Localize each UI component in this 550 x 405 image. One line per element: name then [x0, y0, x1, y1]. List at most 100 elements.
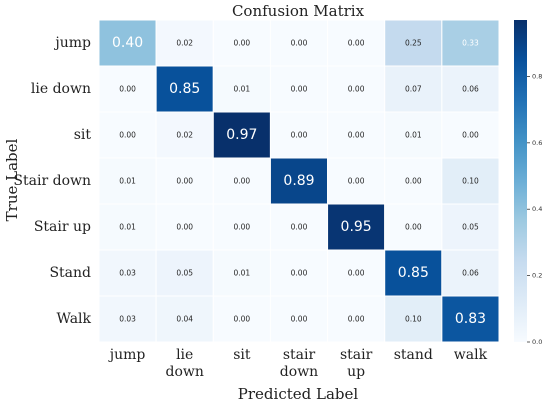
cell-value-label: 0.40 — [112, 35, 143, 51]
heatmap-cell — [327, 295, 386, 343]
cell-value-label: 0.01 — [405, 131, 422, 140]
cell-value-label: 0.00 — [348, 39, 365, 48]
cell-value-label: 0.02 — [176, 39, 193, 48]
cell-value-label: 0.00 — [234, 223, 251, 232]
cell-value-label: 0.10 — [462, 177, 479, 186]
heatmap-cell — [98, 295, 157, 343]
heatmap-cell — [269, 295, 329, 343]
cell-value-label: 0.00 — [348, 131, 365, 140]
heatmap-cell — [384, 65, 443, 113]
x-tick-label: stair down — [280, 347, 318, 380]
cell-value-label: 0.00 — [176, 177, 193, 186]
heatmap-cell — [212, 249, 271, 297]
y-tick-labels: jump lie down sit Stair down Stair up Stand Wa… — [13, 35, 91, 327]
heatmap-cell — [384, 19, 443, 67]
heatmap-cell — [441, 65, 500, 113]
cell-value-label: 0.00 — [291, 315, 308, 324]
y-tick-label: Walk — [57, 311, 92, 327]
y-tick-label: Stand — [49, 265, 91, 281]
y-axis-label: True Label — [3, 138, 21, 221]
y-tick-label: lie down — [31, 81, 91, 97]
x-tick-label: sit — [233, 347, 251, 363]
y-tick-label: jump — [53, 35, 91, 51]
heatmap-cell — [155, 65, 214, 113]
cell-value-label: 0.00 — [119, 85, 136, 94]
heatmap-cell — [212, 157, 271, 205]
cell-value-label: 0.01 — [119, 177, 136, 186]
heatmap-cell — [212, 203, 271, 251]
cell-value-label: 0.00 — [291, 39, 308, 48]
cell-value-label: 0.06 — [462, 269, 479, 278]
x-tick-label: lie down — [166, 347, 204, 380]
cell-value-label: 0.00 — [119, 131, 136, 140]
heatmap-cell — [384, 157, 443, 205]
y-tick-label: Stair up — [34, 219, 91, 235]
x-tick-label: jump — [108, 347, 146, 363]
cell-value-label: 0.05 — [176, 269, 193, 278]
colorbar-tick-label: 0.0 — [532, 338, 542, 346]
heatmap-cell — [98, 203, 157, 251]
colorbar — [514, 20, 527, 342]
heatmap-cell — [98, 111, 157, 159]
cell-value-label: 0.00 — [234, 315, 251, 324]
colorbar-tick-label: 0.4 — [532, 205, 542, 213]
x-tick-labels: jump lie down sit stair down stair up stand walk — [108, 347, 488, 380]
cell-value-label: 0.85 — [398, 265, 429, 281]
cell-value-label: 0.00 — [348, 85, 365, 94]
heatmap-cell — [441, 203, 500, 251]
heatmap-cell — [327, 19, 386, 67]
cell-value-label: 0.00 — [348, 177, 365, 186]
colorbar-tick-label: 0.6 — [532, 139, 542, 147]
heatmap-cell — [441, 19, 500, 67]
cell-value-label: 0.83 — [455, 311, 486, 327]
cell-value-label: 0.03 — [119, 315, 136, 324]
cell-value-label: 0.01 — [234, 85, 251, 94]
cell-value-label: 0.07 — [405, 85, 422, 94]
heatmap-cell — [269, 203, 329, 251]
cell-value-label: 0.00 — [234, 39, 251, 48]
heatmap-cell — [327, 203, 386, 251]
cell-value-label: 0.97 — [226, 127, 257, 143]
heatmap-cell — [155, 249, 214, 297]
heatmap-cell — [441, 157, 500, 205]
heatmap-cell — [98, 157, 157, 205]
cell-value-label: 0.00 — [234, 177, 251, 186]
heatmap-cell — [155, 295, 214, 343]
heatmap-cell — [441, 295, 500, 343]
cell-value-label: 0.00 — [348, 269, 365, 278]
cell-value-label: 0.10 — [405, 315, 422, 324]
cell-value-label: 0.01 — [119, 223, 136, 232]
cell-value-label: 0.00 — [291, 223, 308, 232]
cell-value-label: 0.03 — [119, 269, 136, 278]
cell-value-label: 0.02 — [176, 131, 193, 140]
cell-value-label: 0.25 — [405, 39, 422, 48]
y-tick-label: Stair down — [13, 173, 91, 189]
cell-value-label: 0.85 — [169, 81, 200, 97]
cell-value-label: 0.00 — [291, 131, 308, 140]
cell-value-label: 0.00 — [176, 223, 193, 232]
cell-value-label: 0.89 — [283, 173, 314, 189]
heatmap-cell — [384, 295, 443, 343]
cell-value-label: 0.95 — [341, 219, 372, 235]
cell-value-label: 0.05 — [462, 223, 479, 232]
heatmap-cell — [441, 111, 500, 159]
heatmap-cell — [269, 249, 329, 297]
heatmap-cell — [327, 111, 386, 159]
heatmap-cell — [441, 249, 500, 297]
x-axis-label: Predicted Label — [238, 385, 359, 403]
cell-value-label: 0.00 — [291, 85, 308, 94]
heatmap-cell — [384, 249, 443, 297]
x-tick-label: walk — [454, 347, 488, 363]
cell-value-label: 0.00 — [405, 223, 422, 232]
heatmap-cell — [269, 157, 329, 205]
cell-value-label: 0.00 — [405, 177, 422, 186]
cell-value-label: 0.06 — [462, 85, 479, 94]
y-tick-label: sit — [74, 127, 92, 143]
heatmap-cell-labels: 0.40 0.02 0.00 0.00 0.00 0.25 0.33 0.00 0.85 0.01… — [112, 35, 486, 327]
heatmap-cell — [327, 65, 386, 113]
cell-value-label: 0.33 — [462, 39, 479, 48]
cell-value-label: 0.00 — [462, 131, 479, 140]
heatmap-cell — [269, 65, 329, 113]
heatmap-cell — [384, 203, 443, 251]
colorbar-tick-label: 0.2 — [532, 272, 542, 280]
